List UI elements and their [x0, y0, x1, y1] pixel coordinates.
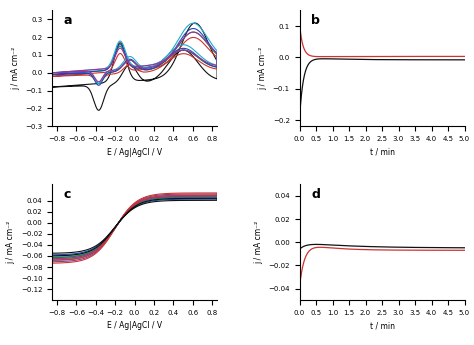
- Text: d: d: [311, 188, 320, 201]
- X-axis label: t / min: t / min: [370, 322, 394, 331]
- Y-axis label: j / mA cm⁻²: j / mA cm⁻²: [258, 47, 267, 90]
- Text: c: c: [64, 188, 71, 201]
- Y-axis label: j / mA cm⁻²: j / mA cm⁻²: [6, 220, 15, 264]
- Y-axis label: j / mA cm⁻²: j / mA cm⁻²: [11, 47, 20, 90]
- X-axis label: E / Ag|AgCl / V: E / Ag|AgCl / V: [107, 148, 162, 157]
- X-axis label: t / min: t / min: [370, 148, 394, 157]
- Y-axis label: j / mA cm⁻²: j / mA cm⁻²: [254, 220, 263, 264]
- Text: a: a: [64, 14, 72, 27]
- X-axis label: E / Ag|AgCl / V: E / Ag|AgCl / V: [107, 322, 162, 331]
- Text: b: b: [311, 14, 320, 27]
